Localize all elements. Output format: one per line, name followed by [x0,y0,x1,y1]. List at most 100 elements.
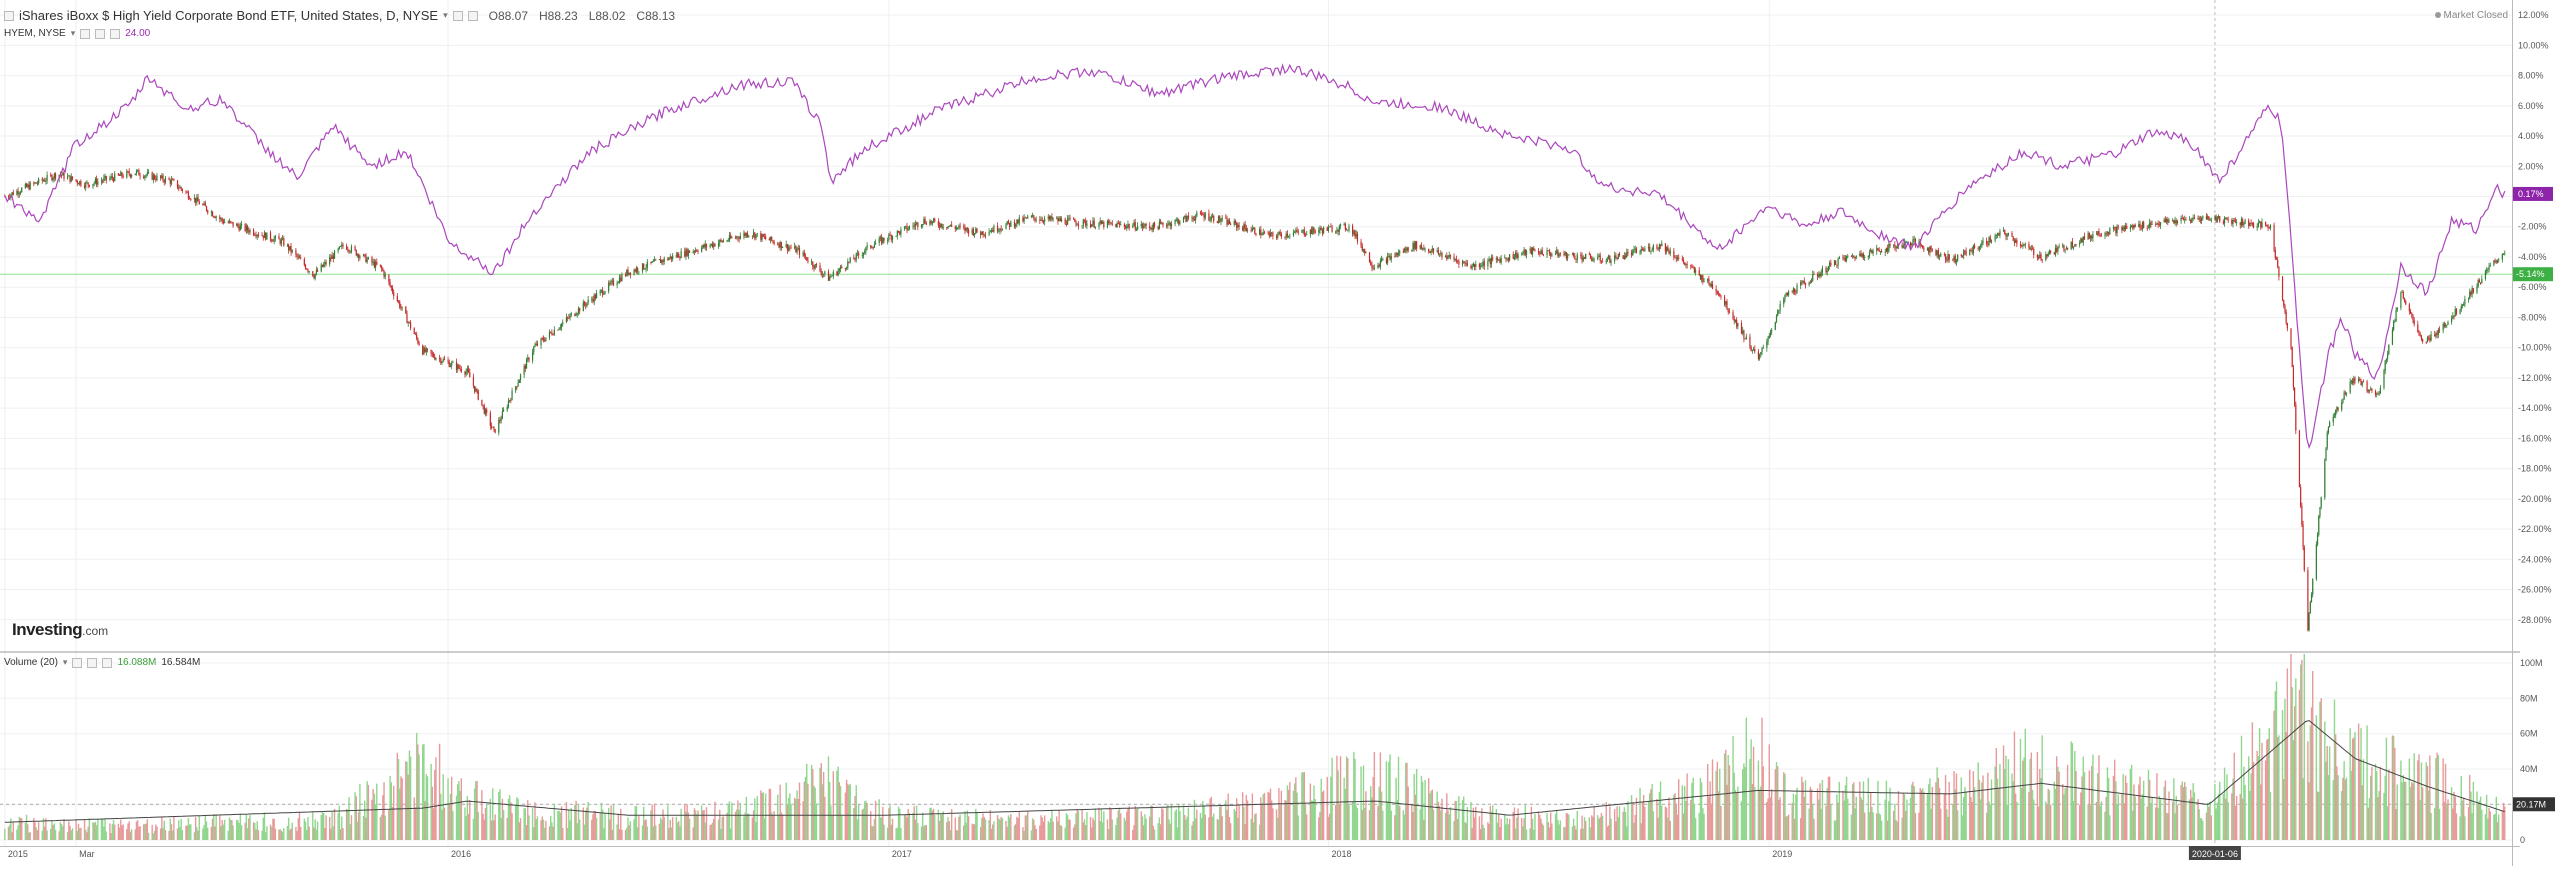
volume-bar [993,821,995,840]
candle-body [914,223,917,227]
candle-body [635,268,638,272]
candle-body [862,252,865,256]
close-icon[interactable] [110,28,121,39]
candle-body [658,259,660,261]
instrument-title[interactable]: iShares iBoxx $ High Yield Corporate Bon… [19,8,439,23]
candle-body [920,225,923,227]
volume-bar [1751,783,1754,840]
candle-body [127,171,129,173]
candle-body [1073,218,1075,220]
volume-bar [1861,799,1863,840]
candle-body [553,329,555,335]
volume-bar [1314,799,1316,840]
candle-body [1649,246,1651,252]
volume-bar [957,830,959,840]
volume-bar [1008,817,1011,840]
candle-body [891,236,894,240]
volume-bar [481,790,483,840]
volume-bar [1013,825,1016,840]
volume-study-label[interactable]: Volume (20) [4,657,58,668]
candle-body [583,302,586,305]
volume-bar [1339,756,1342,840]
candle-body [172,179,174,181]
volume-bar [204,815,207,840]
candle-body [1681,258,1683,260]
candle-body [1498,259,1500,261]
candle-body [847,261,849,268]
candle-body [996,225,999,232]
volume-bar [1082,822,1084,840]
candle-body [1132,225,1134,228]
compare-symbol-label[interactable]: HYEM, NYSE [4,28,66,39]
candle-body [466,368,468,372]
candle-body [559,327,561,329]
candle-body [2158,224,2160,226]
eye-icon[interactable] [72,657,83,668]
chevron-down-icon[interactable]: ▾ [62,657,68,667]
settings-icon[interactable] [95,28,106,39]
eye-icon[interactable] [80,28,91,39]
volume-bar [469,800,471,840]
volume-bar [1068,819,1070,840]
candle-body [272,240,274,242]
candle-body [256,234,258,237]
volume-bar [2157,807,2159,840]
price-tick-label: -26.00% [2518,585,2552,595]
candle-body [1174,219,1176,224]
volume-bar [2481,809,2483,840]
volume-bar [1438,806,1441,840]
candle-body [660,259,662,264]
candle-body [1920,244,1923,246]
close-icon[interactable] [467,10,478,21]
volume-bar [194,817,197,840]
candle-body [2100,234,2102,236]
volume-bar [448,804,450,840]
candle-body [17,190,19,195]
candle-body [844,268,846,269]
volume-bar [836,770,838,840]
collapse-icon[interactable] [4,10,14,21]
volume-bar [2232,778,2234,840]
settings-icon[interactable] [452,10,463,21]
volume-ma-layer [4,719,2505,823]
settings-icon[interactable] [87,657,98,668]
candle-body [509,400,511,402]
volume-bar [1633,822,1635,840]
volume-bar [256,821,258,840]
candle-body [1734,319,1737,322]
volume-bar [2309,725,2312,840]
volume-bar [1089,816,1092,840]
candle-body [371,257,373,263]
compare-line-layer [4,63,2506,450]
volume-bar [300,826,302,840]
volume-bar [289,829,291,840]
candle-body [1304,234,1307,236]
volume-bar [337,813,339,840]
candle-body [1961,256,1964,257]
volume-bar [365,817,367,840]
volume-bar [2452,808,2454,840]
candle-body [249,229,251,233]
time-tick-label: 2015 [8,849,28,859]
close-icon[interactable] [102,657,113,668]
candle-body [62,172,64,176]
volume-bar [2075,771,2077,840]
candle-body [1127,224,1129,226]
volume-bar [797,799,799,840]
market-status: Market Closed [2434,10,2508,21]
volume-bar [1727,755,1729,840]
candle-body [283,238,285,246]
volume-bar [591,819,593,840]
candle-body [1108,220,1110,223]
chevron-down-icon[interactable]: ▾ [443,10,448,20]
chevron-down-icon[interactable]: ▾ [70,28,76,38]
candle-body [1656,245,1658,249]
volume-bar [2257,756,2260,840]
volume-bar [2266,739,2268,840]
volume-bar [976,812,978,840]
volume-bar [320,814,322,840]
volume-bar [525,825,528,840]
candle-body [705,244,708,248]
candle-body [609,282,611,284]
